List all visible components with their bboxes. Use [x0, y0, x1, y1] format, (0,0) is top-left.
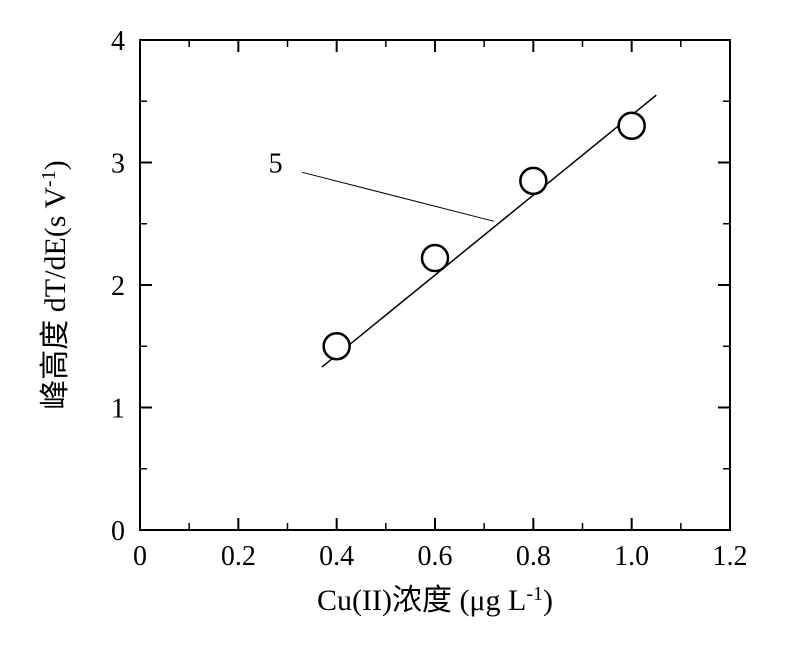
- data-point: [520, 168, 546, 194]
- x-tick-label: 0.4: [319, 541, 354, 572]
- x-tick-label: 0: [133, 541, 147, 572]
- x-tick-label: 0.8: [516, 541, 551, 572]
- chart-container: 0 0.2 0.4 0.6 0.8 1.0 1.2 0 1 2 3 4 5 Cu(II)浓度 (μg L-…: [0, 0, 800, 662]
- x-tick-label: 0.6: [418, 541, 453, 572]
- y-tick-label: 0: [111, 516, 125, 547]
- y-tick-label: 4: [111, 26, 125, 57]
- y-tick-label: 1: [111, 394, 125, 425]
- data-point: [422, 245, 448, 271]
- y-tick-label: 2: [111, 271, 125, 302]
- annotation-label: 5: [269, 149, 283, 180]
- y-tick-label: 3: [111, 149, 125, 180]
- y-axis-title: 峰高度 dT/dE(s V-1): [38, 160, 72, 409]
- data-point: [619, 113, 645, 139]
- x-tick-label: 1.2: [713, 541, 748, 572]
- x-tick-label: 1.0: [614, 541, 649, 572]
- scatter-chart: 0 0.2 0.4 0.6 0.8 1.0 1.2 0 1 2 3 4 5 Cu(II)浓度 (μg L-…: [0, 0, 800, 662]
- data-point: [324, 333, 350, 359]
- x-axis-title: Cu(II)浓度 (μg L-1): [317, 583, 553, 617]
- x-tick-label: 0.2: [221, 541, 256, 572]
